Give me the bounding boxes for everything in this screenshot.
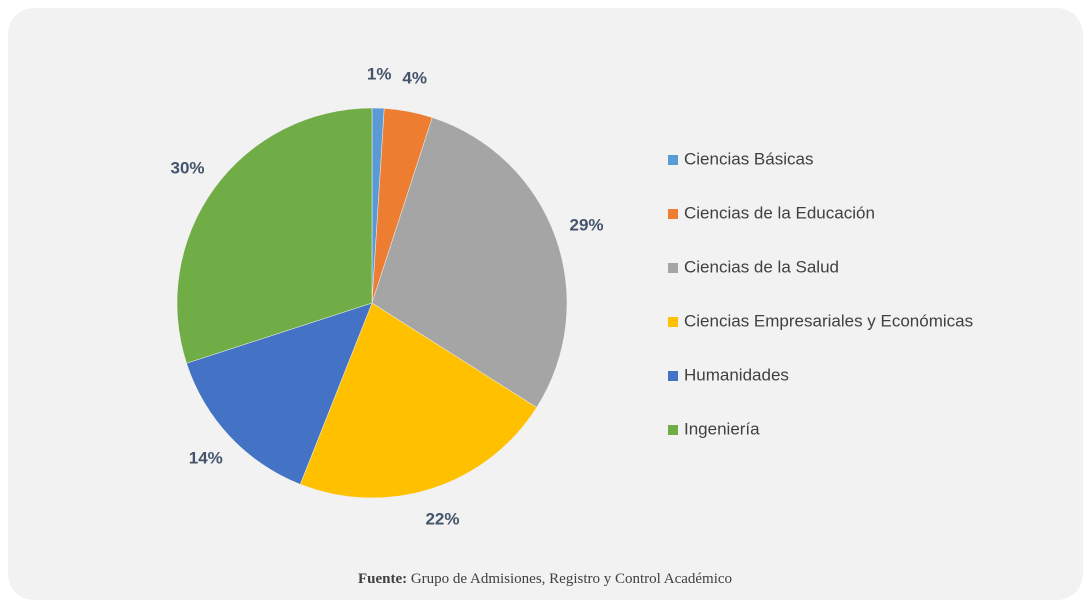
- data-label: 29%: [570, 215, 604, 234]
- legend-label: Ciencias de la Educación: [684, 203, 875, 222]
- data-label: 1%: [367, 65, 392, 84]
- source: Fuente: Grupo de Admisiones, Registro y …: [358, 571, 732, 587]
- legend-swatch: [668, 317, 678, 327]
- legend-label: Humanidades: [684, 365, 789, 384]
- legend-label: Ciencias Empresariales y Económicas: [684, 311, 973, 330]
- source-label: Fuente:: [358, 571, 407, 587]
- legend-label: Ciencias de la Salud: [684, 257, 839, 276]
- pie-slice: [371, 117, 568, 408]
- legend-swatch: [668, 371, 678, 381]
- legend-swatch: [668, 155, 678, 165]
- data-label: 4%: [402, 69, 427, 88]
- data-label: 30%: [171, 158, 205, 177]
- pie-slice: [176, 107, 373, 364]
- legend-swatch: [668, 263, 678, 273]
- data-label: 22%: [425, 509, 459, 528]
- data-label: 14%: [189, 449, 223, 468]
- legend-label: Ingeniería: [684, 419, 760, 438]
- legend-swatch: [668, 209, 678, 219]
- source-text: Grupo de Admisiones, Registro y Control …: [411, 571, 732, 587]
- pie-slice: [299, 302, 537, 499]
- legend-swatch: [668, 425, 678, 435]
- legend-label: Ciencias Básicas: [684, 149, 813, 168]
